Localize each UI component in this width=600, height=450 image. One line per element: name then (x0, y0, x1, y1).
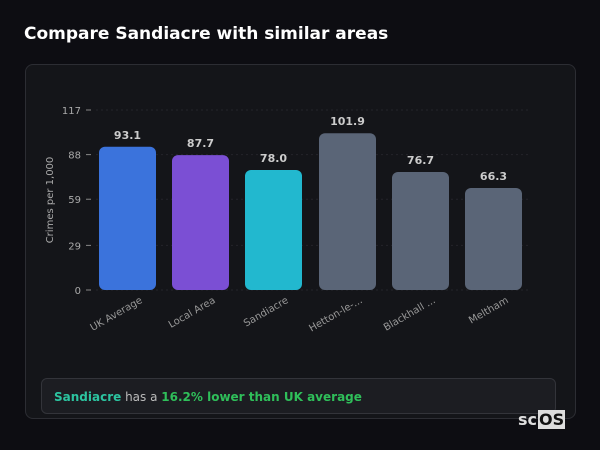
summary-box: Sandiacre has a 16.2% lower than UK aver… (41, 378, 556, 414)
bar (99, 146, 156, 290)
x-tick-label: UK Average (89, 295, 145, 334)
bar (245, 170, 302, 290)
data-label: 87.7 (187, 137, 214, 150)
y-tick-label: 59 (68, 195, 81, 206)
y-tick-label: 0 (75, 286, 81, 297)
x-tick-label: Hetton-le-... (307, 295, 364, 334)
x-tick-label: Blackhall ... (382, 295, 438, 333)
summary-text: has a (121, 390, 162, 404)
bar (465, 188, 522, 290)
x-tick-label: Meltham (467, 295, 510, 326)
x-tick-label: Local Area (167, 295, 218, 331)
logo: sc OS (517, 410, 566, 429)
bar (172, 155, 229, 290)
y-tick-label: 29 (68, 241, 81, 252)
logo-suffix: OS (538, 410, 566, 429)
x-tick-label: Sandiacre (242, 295, 290, 329)
page-title: Compare Sandiacre with similar areas (24, 24, 389, 44)
data-label: 66.3 (480, 170, 507, 183)
y-axis-label: Crimes per 1,000 (45, 157, 56, 244)
y-tick-label: 117 (62, 106, 81, 117)
data-label: 76.7 (407, 154, 434, 167)
data-label: 93.1 (114, 129, 141, 142)
data-label: 78.0 (260, 152, 287, 165)
logo-prefix: sc (518, 410, 538, 429)
bar (392, 172, 449, 290)
data-label: 101.9 (330, 115, 365, 128)
bar (319, 133, 376, 290)
y-tick-label: 88 (68, 151, 81, 162)
summary-highlight: 16.2% lower than UK average (161, 390, 362, 404)
summary-area: Sandiacre (54, 390, 122, 404)
